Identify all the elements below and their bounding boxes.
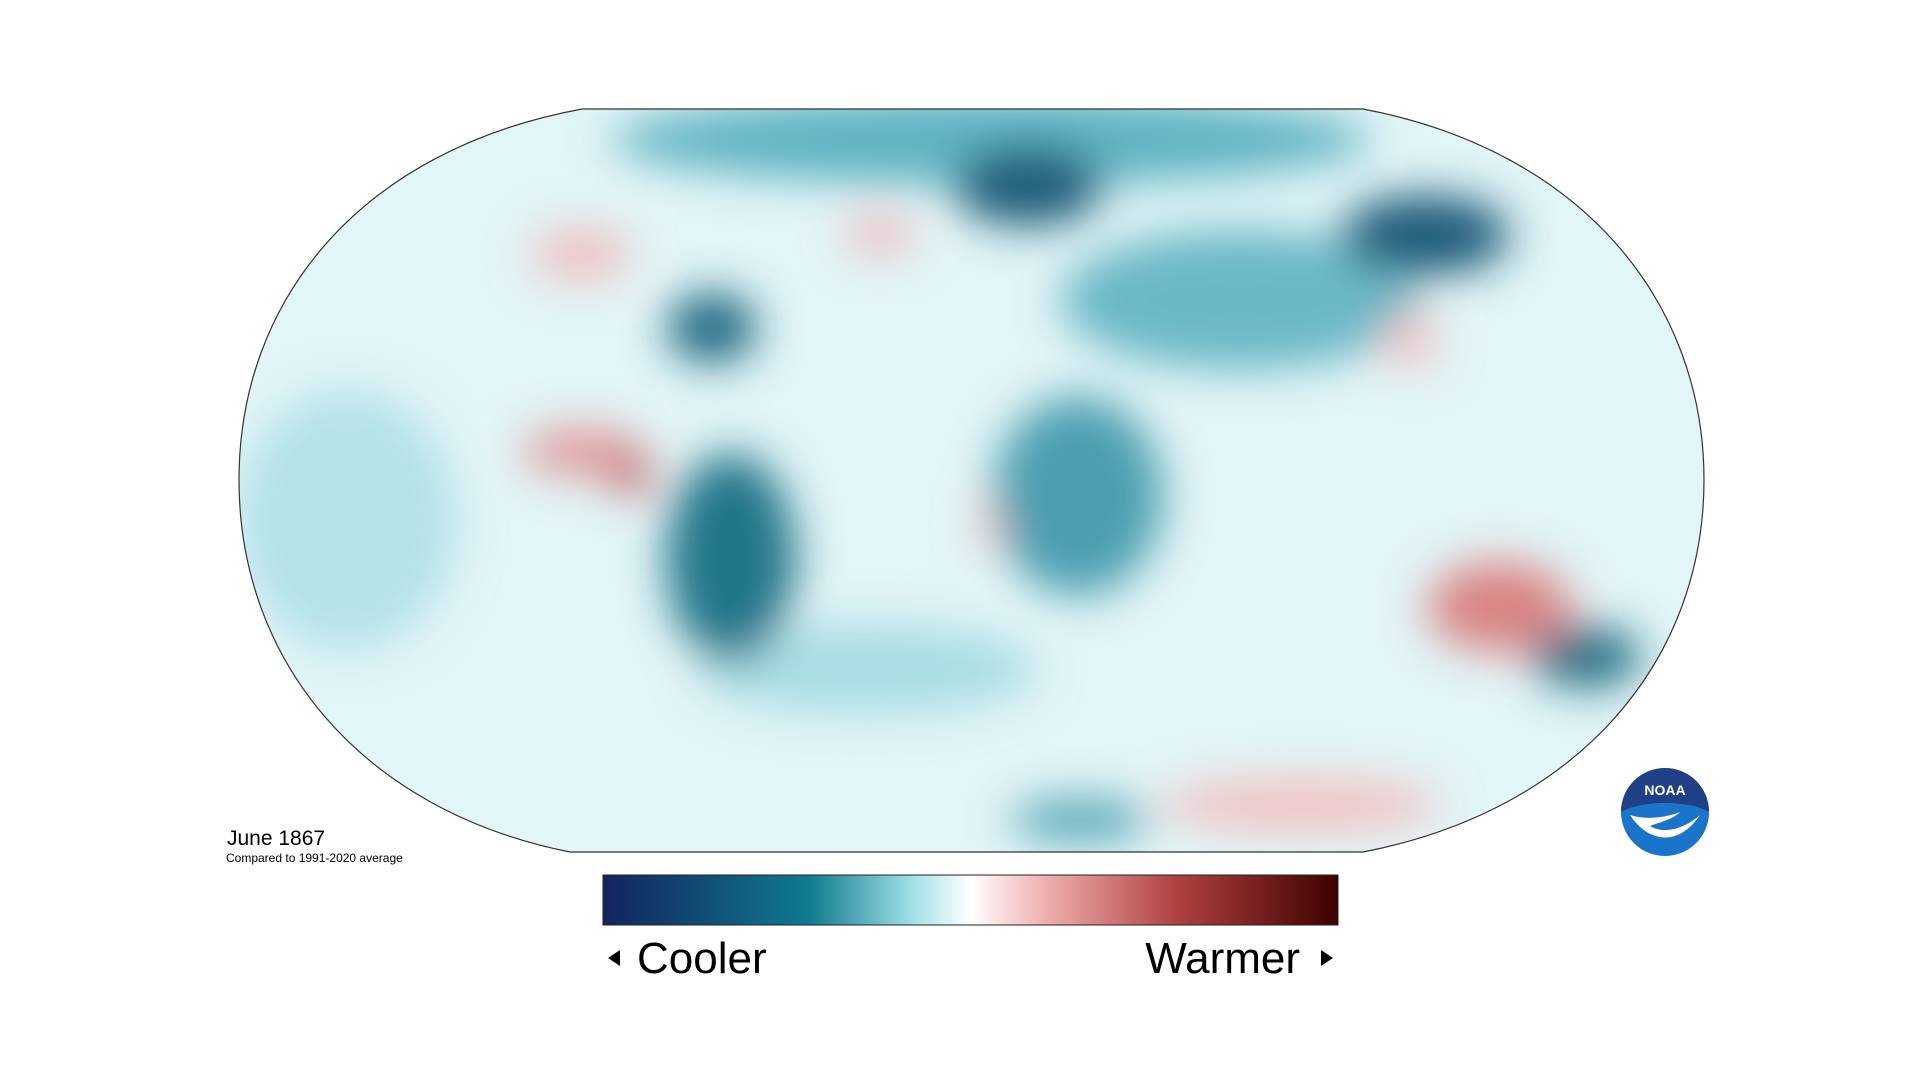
map-date: June 1867	[227, 827, 325, 850]
map-subtitle: Compared to 1991-2020 average	[226, 851, 403, 865]
logo-text: NOAA	[1644, 782, 1685, 798]
noaa-logo: NOAA	[1621, 768, 1709, 856]
map-border	[238, 108, 1705, 853]
cooler-arrow	[608, 950, 620, 966]
warmer-arrow	[1321, 950, 1333, 966]
legend-low: Cooler	[637, 934, 767, 983]
legend-high: Warmer	[1145, 934, 1300, 983]
color-bar	[602, 874, 1339, 926]
map-field	[239, 109, 1704, 852]
